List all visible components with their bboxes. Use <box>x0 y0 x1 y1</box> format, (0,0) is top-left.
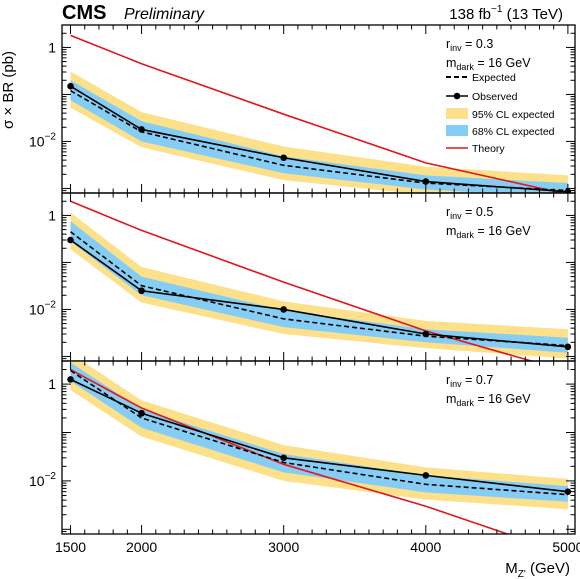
x-tick-label-5000: 5000 <box>552 539 580 555</box>
observed-point-panel-3-5000 <box>564 488 572 495</box>
panel-3-plot-area <box>67 361 572 534</box>
legend-band68-label: 68% CL expected <box>472 126 555 138</box>
y-tick-label: 1 <box>48 39 56 55</box>
luminosity-label: 138 fb−1 (13 TeV) <box>449 4 563 23</box>
observed-point-panel-3-2000 <box>138 409 145 417</box>
band-95cl-panel-3 <box>70 361 568 510</box>
panel-1: 1 10−2 rinv = 0.3 mdark = 16 GeV <box>29 24 576 194</box>
x-tick-label-2000: 2000 <box>126 539 157 555</box>
param-rinv: rinv = 0.3 <box>446 37 493 53</box>
observed-point-panel-3-1500 <box>67 376 74 383</box>
legend-observed-label: Observed <box>472 91 518 103</box>
y-tick-label: 1 <box>48 376 56 392</box>
x-tick-label-1500: 1500 <box>55 539 86 555</box>
panel-1-parameters: rinv = 0.3 mdark = 16 GeV <box>446 37 531 72</box>
panel-2-parameters: rinv = 0.5 mdark = 16 GeV <box>446 205 531 240</box>
legend-band95-swatch <box>446 108 468 119</box>
legend-expected-label: Expected <box>472 72 516 84</box>
preliminary-label: Preliminary <box>124 6 205 23</box>
legend-band95-label: 95% CL expected <box>472 109 555 121</box>
param-mdark: mdark = 16 GeV <box>446 224 531 240</box>
band-68cl-panel-2 <box>70 221 568 353</box>
legend: Expected Observed 95% CL expected 68% CL… <box>446 72 555 155</box>
panel-3: 1 10−2 rinv = 0.7 mdark = 16 GeV <box>29 360 576 535</box>
y-tick-label: 1 <box>48 207 56 223</box>
band-68cl-panel-1 <box>70 80 568 193</box>
panel-3-frame <box>61 360 576 535</box>
y-axis-title: σ × BR (pb) <box>0 51 17 129</box>
param-rinv: rinv = 0.5 <box>446 205 493 221</box>
observed-point-panel-2-5000 <box>564 343 572 351</box>
observed-point-panel-1-2000 <box>138 126 145 133</box>
band-68cl-panel-3 <box>70 362 568 502</box>
theory-line-panel-1 <box>70 34 566 193</box>
theory-line-panel-3 <box>70 368 510 534</box>
legend-band68-swatch <box>446 125 468 136</box>
legend-observed-marker <box>453 92 461 100</box>
observed-point-panel-2-1500 <box>67 236 74 244</box>
observed-point-panel-1-3000 <box>280 154 287 162</box>
panel-2: 1 10−2 rinv = 0.5 mdark = 16 GeV <box>29 192 576 362</box>
panel-1-plot-area <box>67 34 572 193</box>
theory-line-panel-2 <box>70 200 535 361</box>
observed-point-panel-1-1500 <box>67 82 74 90</box>
expected-line-panel-2 <box>70 231 568 347</box>
x-tick-label-4000: 4000 <box>410 539 441 555</box>
legend-theory-label: Theory <box>472 143 505 155</box>
y-tick-label: 10−2 <box>29 299 56 317</box>
observed-point-panel-1-4000 <box>422 178 430 185</box>
param-rinv: rinv = 0.7 <box>446 373 493 389</box>
x-tick-label-3000: 3000 <box>268 539 299 555</box>
band-95cl-panel-2 <box>70 212 568 359</box>
y-tick-label: 10−2 <box>29 131 56 149</box>
param-mdark: mdark = 16 GeV <box>446 56 531 72</box>
observed-point-panel-2-4000 <box>422 330 430 338</box>
panel-3-parameters: rinv = 0.7 mdark = 16 GeV <box>446 373 531 408</box>
cms-label: CMS <box>62 2 106 24</box>
panel-2-plot-area <box>67 200 572 361</box>
y-tick-label: 10−2 <box>29 471 56 489</box>
x-axis-title: MZ' (GeV) <box>505 560 570 579</box>
observed-point-panel-2-3000 <box>280 306 287 313</box>
observed-point-panel-3-3000 <box>280 454 287 462</box>
param-mdark: mdark = 16 GeV <box>446 392 531 408</box>
observed-point-panel-3-4000 <box>422 472 430 479</box>
observed-point-panel-2-2000 <box>138 287 145 295</box>
